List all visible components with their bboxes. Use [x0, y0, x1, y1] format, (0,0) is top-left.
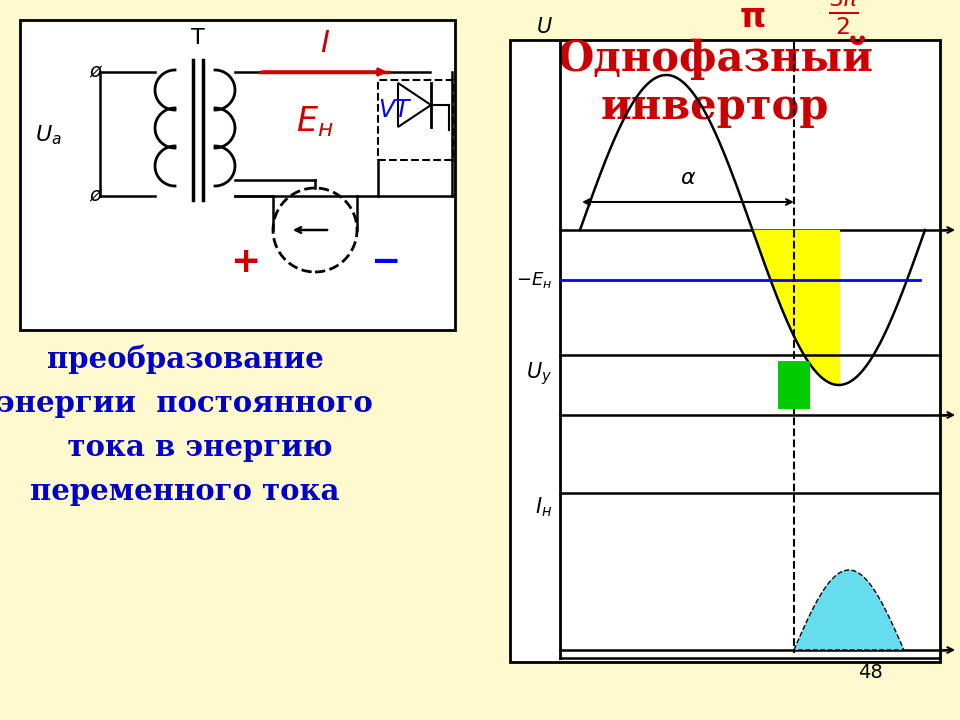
- Text: $-E_н$: $-E_н$: [516, 270, 552, 290]
- Bar: [778, 361, 810, 409]
- Text: $I_н$: $I_н$: [535, 495, 552, 518]
- Text: преобразование
энергии  постоянного
   тока в энергию
переменного тока: преобразование энергии постоянного тока …: [0, 345, 372, 506]
- Bar: [510, 40, 940, 662]
- Bar: [20, 20, 455, 330]
- Text: $E_н$: $E_н$: [297, 104, 334, 140]
- Text: $I$: $I$: [320, 29, 330, 58]
- Text: $U_y$: $U_y$: [526, 360, 552, 387]
- Text: $U_a$: $U_a$: [35, 123, 61, 147]
- Text: 48: 48: [857, 663, 882, 682]
- Text: α: α: [681, 168, 695, 188]
- Text: π: π: [739, 1, 766, 34]
- Bar: [378, 80, 453, 160]
- Text: +: +: [229, 245, 260, 279]
- Text: Однофазный
инвертор: Однофазный инвертор: [557, 35, 873, 128]
- Text: −: −: [370, 245, 400, 279]
- Text: $VT$: $VT$: [378, 98, 412, 122]
- Polygon shape: [794, 570, 904, 650]
- Text: U: U: [537, 17, 552, 37]
- Text: $\frac{3\pi}{2}$: $\frac{3\pi}{2}$: [828, 0, 859, 37]
- Text: ø: ø: [89, 186, 101, 205]
- Text: ø: ø: [89, 63, 101, 81]
- Text: T: T: [191, 28, 204, 48]
